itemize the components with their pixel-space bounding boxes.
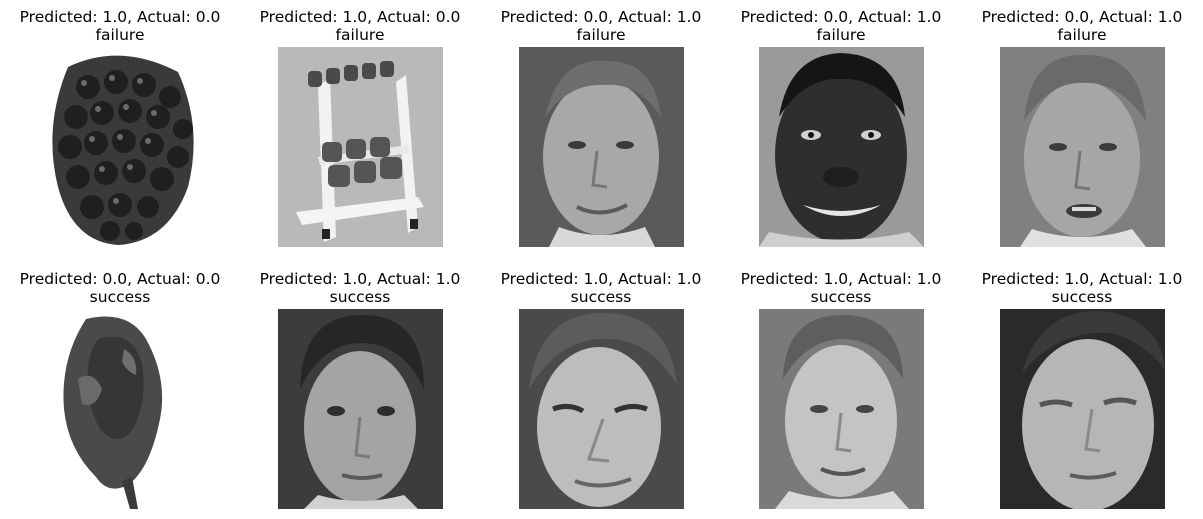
panel-title: Predicted: 1.0, Actual: 0.0 failure bbox=[0, 8, 240, 44]
panel-title-line2: success bbox=[329, 288, 391, 306]
panel-title-line1: Predicted: 1.0, Actual: 0.0 bbox=[19, 8, 221, 26]
panel-title-line2: failure bbox=[576, 26, 626, 44]
panel-title-line1: Predicted: 0.0, Actual: 1.0 bbox=[740, 8, 942, 26]
panel-title: Predicted: 0.0, Actual: 1.0 failure bbox=[962, 8, 1202, 44]
panel-2: Predicted: 1.0, Actual: 0.0 failure bbox=[240, 0, 480, 250]
panel-8: Predicted: 1.0, Actual: 1.0 success bbox=[481, 262, 721, 512]
panel-title-line2: failure bbox=[335, 26, 385, 44]
panel-title-line2: success bbox=[570, 288, 632, 306]
panel-3: Predicted: 0.0, Actual: 1.0 failure bbox=[481, 0, 721, 250]
panel-7: Predicted: 1.0, Actual: 1.0 success bbox=[240, 262, 480, 512]
panel-title: Predicted: 1.0, Actual: 1.0 success bbox=[240, 270, 480, 306]
panel-title-line1: Predicted: 1.0, Actual: 1.0 bbox=[740, 270, 942, 288]
face-photo bbox=[278, 309, 443, 509]
face-photo bbox=[519, 309, 684, 509]
panel-title-line1: Predicted: 0.0, Actual: 0.0 bbox=[19, 270, 221, 288]
panel-title: Predicted: 1.0, Actual: 0.0 failure bbox=[240, 8, 480, 44]
panel-4: Predicted: 0.0, Actual: 1.0 failure bbox=[721, 0, 961, 250]
dumbbell-rack-photo bbox=[278, 47, 443, 247]
face-photo bbox=[519, 47, 684, 247]
panel-title-line1: Predicted: 1.0, Actual: 1.0 bbox=[259, 270, 461, 288]
panel-title: Predicted: 1.0, Actual: 1.0 success bbox=[721, 270, 961, 306]
panel-title: Predicted: 0.0, Actual: 1.0 failure bbox=[481, 8, 721, 44]
panel-title-line2: failure bbox=[816, 26, 866, 44]
panel-title: Predicted: 0.0, Actual: 0.0 success bbox=[0, 270, 240, 306]
panel-title-line1: Predicted: 1.0, Actual: 1.0 bbox=[981, 270, 1183, 288]
face-photo bbox=[759, 47, 924, 247]
panel-title-line1: Predicted: 1.0, Actual: 0.0 bbox=[259, 8, 461, 26]
face-photo bbox=[759, 309, 924, 509]
panel-title: Predicted: 1.0, Actual: 1.0 success bbox=[962, 270, 1202, 306]
panel-title-line2: success bbox=[1051, 288, 1113, 306]
panel-title-line2: failure bbox=[95, 26, 145, 44]
face-photo bbox=[1000, 47, 1165, 247]
panel-title: Predicted: 0.0, Actual: 1.0 failure bbox=[721, 8, 961, 44]
panel-title-line2: success bbox=[810, 288, 872, 306]
panel-5: Predicted: 0.0, Actual: 1.0 failure bbox=[962, 0, 1202, 250]
blackberry-photo bbox=[38, 47, 203, 247]
fruit-photo bbox=[38, 309, 203, 509]
panel-6: Predicted: 0.0, Actual: 0.0 success bbox=[0, 262, 240, 512]
panel-9: Predicted: 1.0, Actual: 1.0 success bbox=[721, 262, 961, 512]
panel-title-line1: Predicted: 0.0, Actual: 1.0 bbox=[500, 8, 702, 26]
panel-title-line2: success bbox=[89, 288, 151, 306]
face-photo bbox=[1000, 309, 1165, 509]
panel-10: Predicted: 1.0, Actual: 1.0 success bbox=[962, 262, 1202, 512]
panel-1: Predicted: 1.0, Actual: 0.0 failure bbox=[0, 0, 240, 250]
panel-title-line1: Predicted: 0.0, Actual: 1.0 bbox=[981, 8, 1183, 26]
panel-title: Predicted: 1.0, Actual: 1.0 success bbox=[481, 270, 721, 306]
panel-title-line2: failure bbox=[1057, 26, 1107, 44]
panel-title-line1: Predicted: 1.0, Actual: 1.0 bbox=[500, 270, 702, 288]
